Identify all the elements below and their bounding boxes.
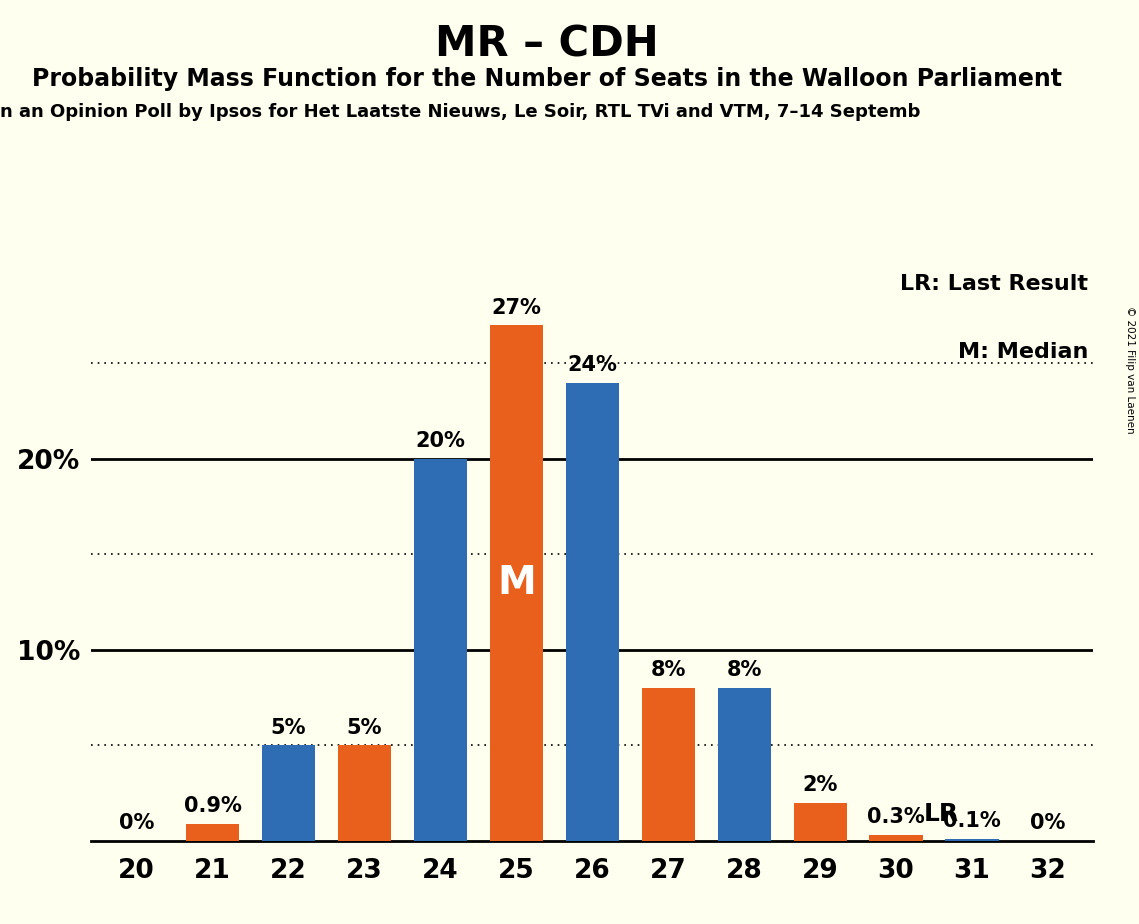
Text: 8%: 8%: [727, 661, 762, 680]
Bar: [794, 803, 846, 841]
Text: 0.3%: 0.3%: [867, 808, 925, 828]
Text: LR: Last Result: LR: Last Result: [901, 274, 1089, 294]
Text: 5%: 5%: [346, 718, 383, 737]
Text: 0.1%: 0.1%: [943, 811, 1001, 832]
Bar: [718, 688, 771, 841]
Bar: [262, 746, 316, 841]
Text: 2%: 2%: [802, 775, 838, 795]
Bar: [490, 325, 543, 841]
Text: 5%: 5%: [271, 718, 306, 737]
Bar: [413, 459, 467, 841]
Bar: [869, 835, 923, 841]
Bar: [641, 688, 695, 841]
Text: 27%: 27%: [491, 298, 541, 318]
Text: 20%: 20%: [416, 432, 466, 451]
Text: 0.9%: 0.9%: [183, 796, 241, 816]
Bar: [186, 823, 239, 841]
Text: 0%: 0%: [118, 813, 155, 833]
Text: © 2021 Filip van Laenen: © 2021 Filip van Laenen: [1125, 306, 1134, 433]
Text: 0%: 0%: [1030, 813, 1066, 833]
Text: n an Opinion Poll by Ipsos for Het Laatste Nieuws, Le Soir, RTL TVi and VTM, 7–1: n an Opinion Poll by Ipsos for Het Laats…: [0, 103, 920, 121]
Text: 24%: 24%: [567, 355, 617, 375]
Text: Probability Mass Function for the Number of Seats in the Walloon Parliament: Probability Mass Function for the Number…: [32, 67, 1062, 91]
Text: M: Median: M: Median: [958, 343, 1089, 362]
Text: 8%: 8%: [650, 661, 686, 680]
Bar: [566, 383, 618, 841]
Text: MR – CDH: MR – CDH: [435, 23, 658, 65]
Bar: [338, 746, 391, 841]
Text: LR: LR: [924, 801, 959, 825]
Text: M: M: [497, 564, 535, 602]
Bar: [945, 839, 999, 841]
